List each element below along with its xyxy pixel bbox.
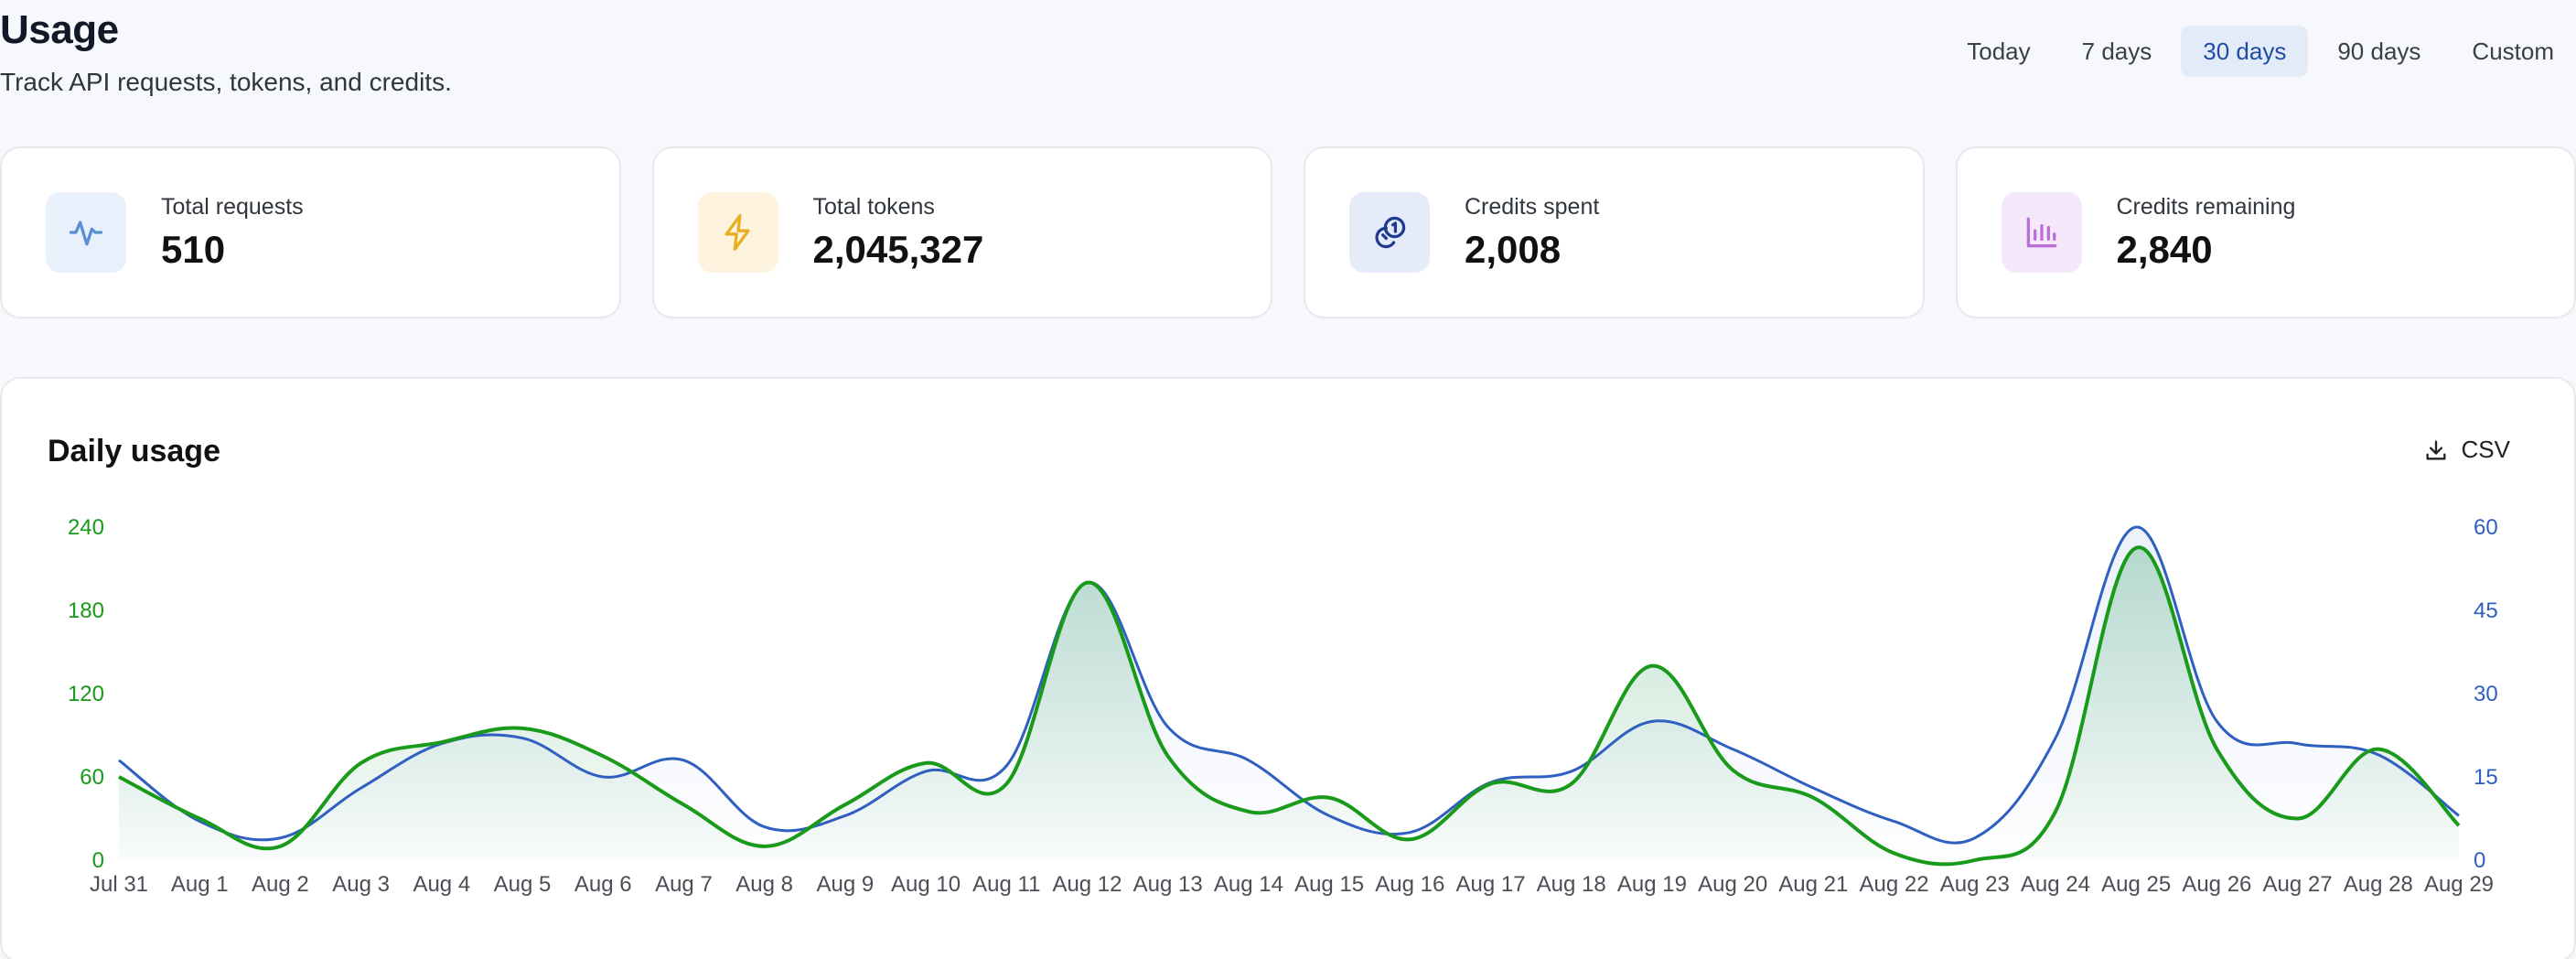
x-tick-label: Aug 28 <box>2344 872 2413 897</box>
lightning-icon <box>697 192 778 273</box>
x-tick-label: Aug 22 <box>1860 872 1929 897</box>
y-left-tick-label: 0 <box>92 848 104 873</box>
y-right-tick-label: 60 <box>2474 515 2498 540</box>
y-right-tick-label: 30 <box>2474 682 2498 706</box>
stat-card-total-requests: Total requests 510 <box>0 146 621 318</box>
x-tick-label: Aug 5 <box>494 872 552 897</box>
range-tab-custom[interactable]: Custom <box>2472 37 2554 65</box>
y-left-tick-label: 240 <box>68 515 104 540</box>
x-tick-label: Aug 19 <box>1617 872 1687 897</box>
x-tick-label: Aug 20 <box>1698 872 1767 897</box>
y-left-tick-label: 180 <box>68 598 104 623</box>
x-tick-label: Aug 11 <box>972 872 1040 897</box>
blue-series-line <box>118 525 2460 845</box>
y-right-tick-label: 0 <box>2474 848 2485 873</box>
stat-card-credits-spent: Credits spent 2,008 <box>1304 146 1925 318</box>
daily-usage-chart: 0 60 120 180 240 0 15 30 45 60 Jul 31 Aug 1 Aug 2 Aug… <box>68 515 2498 897</box>
x-tick-label: Aug 3 <box>332 872 390 897</box>
page-subtitle: Track API requests, tokens, and credits. <box>0 68 452 96</box>
stat-card-credits-remaining: Credits remaining 2,840 <box>1955 146 2576 318</box>
x-tick-label: Aug 29 <box>2424 872 2494 897</box>
x-tick-label: Aug 18 <box>1537 872 1606 897</box>
stat-value: 2,045,327 <box>812 227 984 271</box>
download-icon <box>2426 440 2446 459</box>
stat-label: Total tokens <box>812 193 935 220</box>
range-tab-30-days[interactable]: 30 days <box>2181 26 2309 77</box>
x-tick-label: Aug 8 <box>735 872 793 897</box>
csv-label: CSV <box>2461 436 2510 463</box>
stat-value: 2,840 <box>2116 227 2213 271</box>
x-tick-label: Aug 26 <box>2182 872 2251 897</box>
x-tick-label: Jul 31 <box>90 872 148 897</box>
x-tick-label: Aug 24 <box>2021 872 2090 897</box>
y-left-tick-label: 120 <box>68 682 104 706</box>
x-tick-label: Aug 21 <box>1778 872 1848 897</box>
stat-value: 2,008 <box>1465 227 1562 271</box>
x-tick-label: Aug 1 <box>171 872 229 897</box>
x-tick-label: Aug 17 <box>1455 872 1525 897</box>
page-title: Usage <box>0 7 119 52</box>
activity-icon <box>46 192 126 273</box>
range-tab-7-days[interactable]: 7 days <box>2081 37 2152 65</box>
range-tab-90-days[interactable]: 90 days <box>2337 37 2421 65</box>
x-tick-label: Aug 13 <box>1133 872 1203 897</box>
x-tick-label: Aug 9 <box>817 872 875 897</box>
x-tick-label: Aug 7 <box>655 872 713 897</box>
y-right-tick-label: 45 <box>2474 598 2498 623</box>
stat-value: 510 <box>161 227 226 271</box>
stat-label: Total requests <box>161 193 304 220</box>
stat-cards: Total requests 510 Total tokens 2,045,32… <box>0 146 2576 318</box>
chart-title: Daily usage <box>48 434 220 469</box>
y-left-tick-label: 60 <box>80 765 104 790</box>
x-tick-label: Aug 15 <box>1294 872 1364 897</box>
range-tab-today[interactable]: Today <box>1967 37 2031 65</box>
stat-label: Credits remaining <box>2116 193 2296 220</box>
csv-download-button[interactable]: CSV <box>2423 436 2510 464</box>
x-tick-label: Aug 2 <box>252 872 309 897</box>
date-range-selector: Today 7 days 30 days 90 days Custom <box>1945 26 2576 77</box>
blue-series-area <box>119 526 2459 860</box>
stat-label: Credits spent <box>1465 193 1600 220</box>
stat-card-total-tokens: Total tokens 2,045,327 <box>651 146 1272 318</box>
y-right-tick-label: 15 <box>2474 765 2498 790</box>
x-tick-label: Aug 23 <box>1940 872 2010 897</box>
x-tick-label: Aug 6 <box>574 872 632 897</box>
x-tick-label: Aug 27 <box>2263 872 2333 897</box>
coins-icon <box>1349 192 1430 273</box>
bar-chart-icon <box>2001 192 2082 273</box>
x-tick-label: Aug 4 <box>413 872 470 897</box>
daily-usage-card: Daily usage CSV 0 60 120 180 240 0 15 30 45 60 Jul… <box>0 377 2576 959</box>
x-tick-label: Aug 25 <box>2101 872 2171 897</box>
x-tick-label: Aug 10 <box>891 872 961 897</box>
x-tick-label: Aug 12 <box>1052 872 1122 897</box>
green-series-area <box>119 547 2459 865</box>
x-tick-label: Aug 14 <box>1214 872 1283 897</box>
green-series-line <box>118 545 2461 867</box>
x-tick-label: Aug 16 <box>1375 872 1444 897</box>
